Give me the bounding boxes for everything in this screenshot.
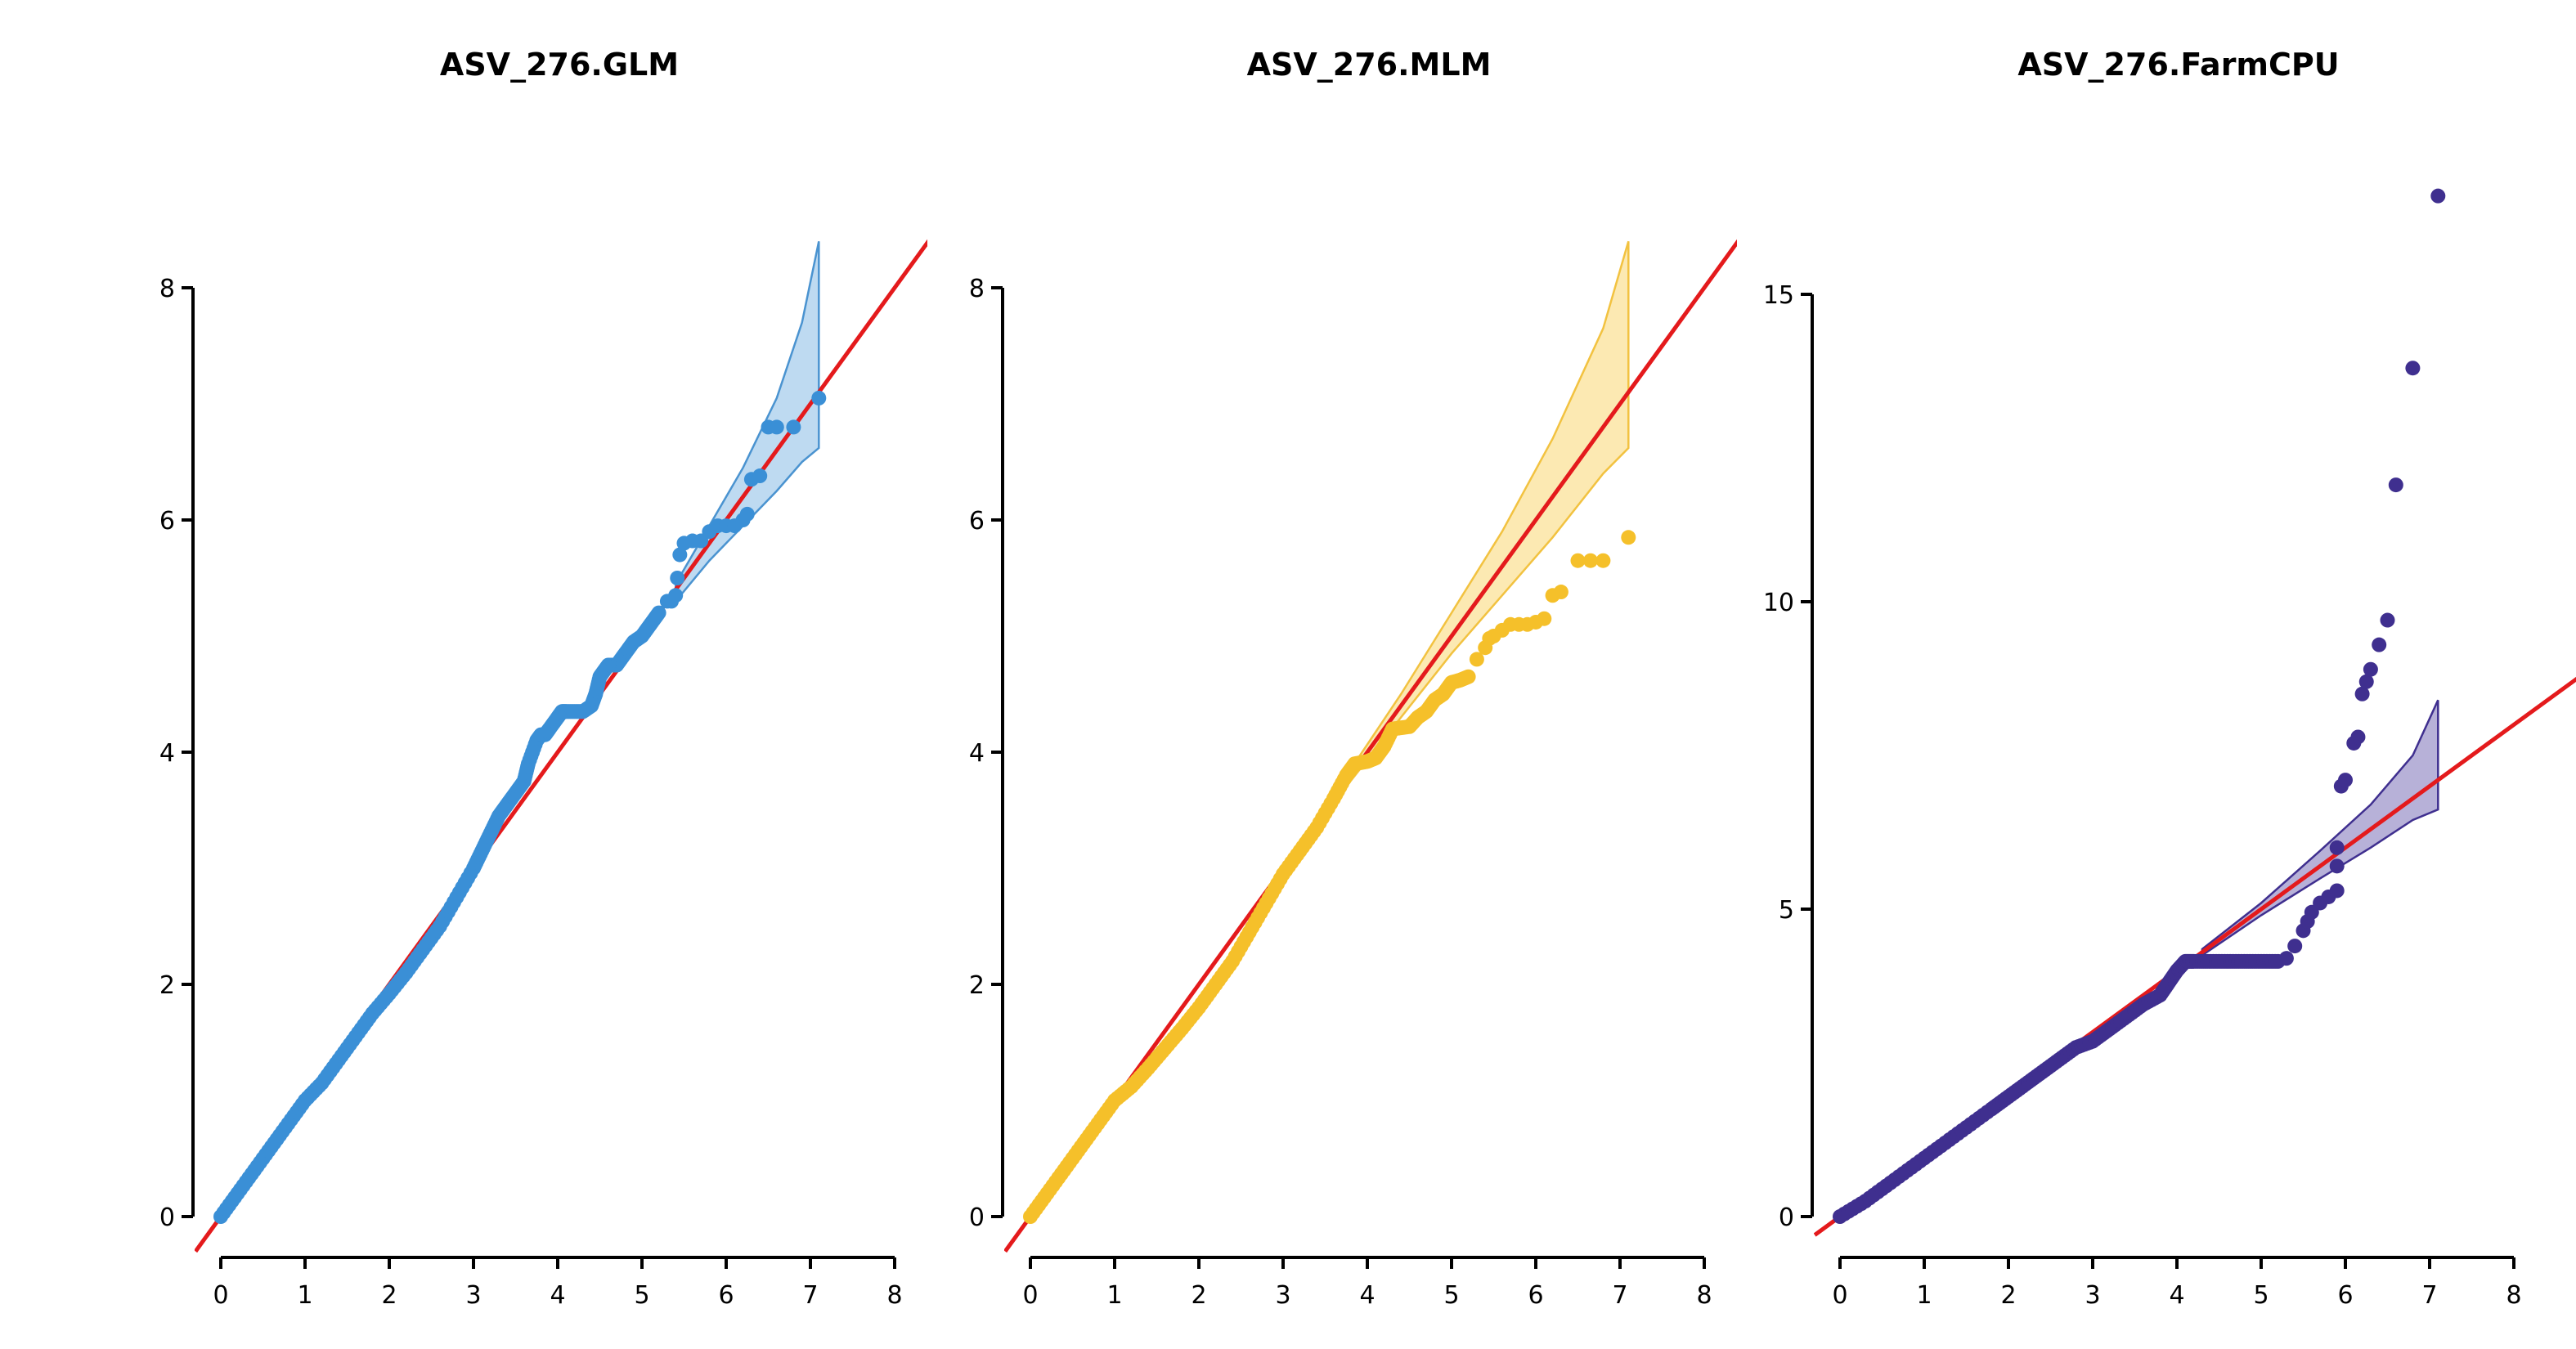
qq-panel-farmcpu: ASV_276.FarmCPU 0 5 10 15 0 1 2 3 4 5 6 7 8 [1763, 47, 2576, 1310]
x-tick-label: 6 [2337, 1281, 2353, 1310]
data-point [2430, 188, 2446, 204]
confidence-band [2201, 699, 2439, 957]
x-tick-label: 8 [886, 1281, 902, 1310]
x-tick-label: 1 [1106, 1281, 1122, 1310]
confidence-band [1349, 240, 1630, 785]
x-tick-label: 4 [2169, 1281, 2184, 1310]
data-point [1553, 585, 1568, 600]
data-point [2358, 674, 2374, 689]
y-tick-label: 15 [1763, 281, 1794, 310]
y-tick-label: 4 [159, 739, 175, 768]
data-point [2372, 637, 2387, 652]
x-tick-label: 1 [297, 1281, 312, 1310]
data-point [670, 571, 685, 585]
x-tick-label: 3 [1275, 1281, 1290, 1310]
x-tick-label: 1 [1916, 1281, 1932, 1310]
y-tick-label: 0 [1779, 1203, 1794, 1232]
y-tick-label: 4 [969, 739, 985, 768]
data-point [739, 506, 755, 522]
data-point [1459, 670, 1474, 685]
data-point [811, 390, 827, 406]
data-point [2268, 953, 2283, 969]
x-tick-label: 6 [718, 1281, 734, 1310]
x-tick-label: 7 [1612, 1281, 1627, 1310]
data-point [2380, 612, 2395, 628]
y-tick-label: 2 [159, 971, 175, 1000]
y-tick-label: 6 [969, 507, 985, 536]
y-tick-label: 5 [1779, 896, 1794, 925]
axes: 0 5 10 15 0 1 2 3 4 5 6 7 8 [1763, 281, 2522, 1310]
x-tick-label: 4 [550, 1281, 565, 1310]
data-points [213, 390, 827, 1224]
x-tick-label: 5 [634, 1281, 649, 1310]
data-point [2329, 883, 2345, 899]
data-point [672, 547, 688, 562]
x-tick-label: 6 [1528, 1281, 1543, 1310]
x-tick-label: 0 [1832, 1281, 1847, 1310]
x-tick-label: 0 [1022, 1281, 1038, 1310]
x-tick-label: 7 [802, 1281, 818, 1310]
chart-title: ASV_276.GLM [440, 47, 679, 83]
data-point [1595, 553, 1611, 568]
data-point [2354, 686, 2370, 701]
x-tick-label: 5 [1443, 1281, 1459, 1310]
x-tick-label: 4 [1359, 1281, 1375, 1310]
y-tick-label: 0 [969, 1203, 985, 1232]
axes: 0 2 4 6 8 0 1 2 3 4 5 6 7 8 [969, 275, 1712, 1310]
data-point [786, 419, 801, 435]
data-point [752, 468, 768, 484]
chart-title: ASV_276.FarmCPU [2017, 47, 2339, 83]
data-point [2329, 840, 2345, 855]
qq-panel-glm: ASV_276.GLM 0 2 4 6 8 0 1 2 3 4 5 6 7 8 [159, 47, 927, 1310]
data-points [1023, 530, 1636, 1224]
y-tick-label: 6 [159, 507, 175, 536]
x-tick-label: 3 [465, 1281, 481, 1310]
data-point [2278, 951, 2294, 966]
axes: 0 2 4 6 8 0 1 2 3 4 5 6 7 8 [159, 275, 903, 1310]
data-point [2388, 477, 2403, 493]
data-point [1469, 652, 1484, 667]
y-tick-label: 2 [969, 971, 985, 1000]
data-point [2363, 661, 2378, 677]
y-tick-label: 8 [969, 275, 985, 303]
data-point [769, 419, 784, 435]
x-tick-label: 3 [2085, 1281, 2100, 1310]
data-point [1570, 553, 1586, 568]
data-point [649, 607, 665, 622]
x-tick-label: 0 [213, 1281, 228, 1310]
data-point [2287, 939, 2303, 954]
x-tick-label: 8 [2506, 1281, 2521, 1310]
data-point [2350, 729, 2366, 745]
y-tick-label: 0 [159, 1203, 175, 1232]
data-point [668, 588, 684, 603]
reference-line [1004, 239, 1737, 1253]
y-tick-label: 10 [1763, 589, 1794, 617]
x-tick-label: 2 [381, 1281, 397, 1310]
data-point [2338, 773, 2353, 788]
data-point [1537, 611, 1552, 626]
x-tick-label: 2 [1191, 1281, 1206, 1310]
confidence-band-area [2201, 699, 2439, 957]
reference-line [1814, 676, 2576, 1237]
x-tick-label: 5 [2253, 1281, 2269, 1310]
data-point [2405, 361, 2421, 376]
x-tick-label: 2 [2000, 1281, 2016, 1310]
data-point [1582, 553, 1598, 568]
x-tick-label: 8 [1696, 1281, 1712, 1310]
qq-panel-mlm: ASV_276.MLM 0 2 4 6 8 0 1 2 3 4 5 6 7 8 [969, 47, 1737, 1310]
data-point [2329, 858, 2345, 874]
chart-title: ASV_276.MLM [1247, 47, 1492, 83]
data-point [1621, 530, 1636, 545]
data-points [1833, 188, 2446, 1224]
x-tick-label: 7 [2421, 1281, 2437, 1310]
y-tick-label: 8 [159, 275, 175, 303]
confidence-band-area [1349, 240, 1630, 785]
